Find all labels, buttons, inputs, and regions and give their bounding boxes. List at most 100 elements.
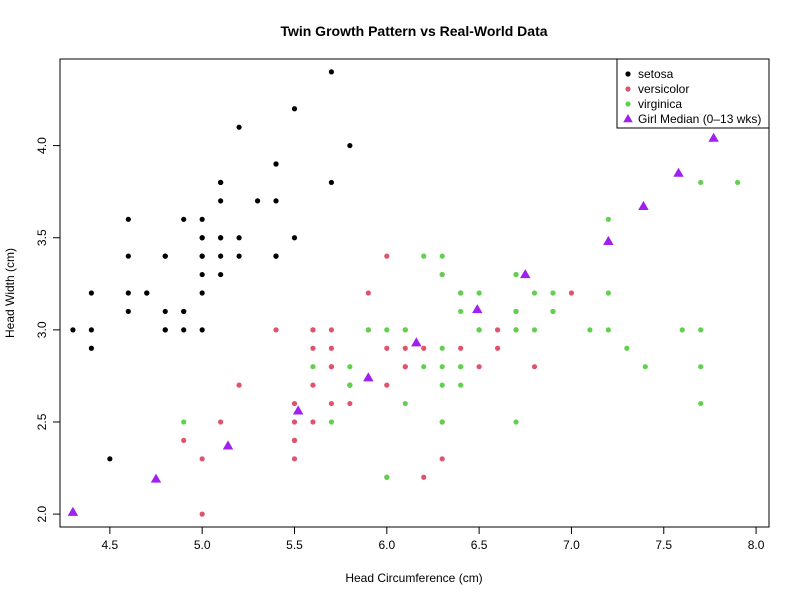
data-point <box>328 400 335 407</box>
data-point <box>291 235 298 241</box>
data-point <box>310 419 316 425</box>
data-point <box>328 364 335 370</box>
data-point <box>384 327 390 333</box>
data-point <box>292 405 304 415</box>
data-point <box>458 364 464 370</box>
data-point <box>363 372 374 382</box>
data-point <box>384 474 390 480</box>
data-point <box>587 327 593 333</box>
data-point <box>642 364 648 370</box>
data-point <box>439 364 445 370</box>
data-point <box>421 345 427 351</box>
data-point <box>199 290 205 296</box>
y-tick-label: 3.0 <box>35 321 49 338</box>
data-point <box>144 290 150 296</box>
data-point <box>199 271 205 278</box>
data-point <box>458 345 464 351</box>
data-point <box>254 198 261 204</box>
data-point <box>605 216 611 222</box>
data-point <box>199 511 205 517</box>
data-point <box>421 474 427 480</box>
data-point <box>439 456 445 462</box>
legend-marker <box>625 101 631 107</box>
data-point <box>162 308 168 315</box>
data-point <box>365 290 371 296</box>
data-point <box>273 253 279 259</box>
data-point <box>698 400 704 407</box>
data-point <box>439 382 445 388</box>
data-point <box>347 382 353 388</box>
data-point <box>476 327 482 333</box>
legend-box <box>616 58 770 129</box>
chart-title: Twin Growth Pattern vs Real-World Data <box>280 23 547 39</box>
data-point <box>181 216 187 222</box>
data-point <box>698 327 704 333</box>
legend-label: virginica <box>638 97 682 111</box>
data-point <box>439 419 445 425</box>
data-point <box>218 179 224 186</box>
data-point <box>513 308 519 315</box>
data-point <box>67 506 79 516</box>
data-point <box>218 253 224 259</box>
data-point <box>125 290 131 296</box>
data-point <box>236 382 242 388</box>
data-point <box>162 253 168 259</box>
data-point <box>125 253 131 259</box>
series-girl-median-0-13-wks <box>67 132 719 516</box>
data-point <box>550 308 556 315</box>
data-point <box>402 400 408 407</box>
data-point <box>70 327 76 333</box>
data-point <box>125 308 131 315</box>
y-tick-label: 4.0 <box>35 137 49 154</box>
data-point <box>328 69 335 75</box>
data-point <box>638 200 649 210</box>
data-point <box>199 216 205 222</box>
data-point <box>291 437 298 444</box>
data-point <box>531 327 538 333</box>
data-point <box>439 345 445 351</box>
x-tick-label: 6.5 <box>471 538 488 552</box>
x-axis-label: Head Circumference (cm) <box>345 571 482 585</box>
data-point <box>531 364 538 370</box>
data-point <box>218 271 224 278</box>
data-point <box>273 327 279 333</box>
x-tick-label: 7.0 <box>563 538 580 552</box>
data-point <box>310 327 316 333</box>
legend-marker <box>625 71 631 77</box>
data-point <box>531 290 538 296</box>
data-point <box>328 179 335 186</box>
y-tick-label: 2.0 <box>35 505 49 522</box>
data-point <box>458 382 464 388</box>
data-point <box>347 364 353 370</box>
legend-marker <box>625 86 631 92</box>
data-point <box>421 364 427 370</box>
x-tick-label: 7.5 <box>655 538 672 552</box>
data-point <box>218 419 224 425</box>
data-point <box>605 290 611 296</box>
data-point <box>347 400 353 407</box>
data-point <box>550 290 556 296</box>
data-point <box>107 456 113 462</box>
data-point <box>402 364 408 370</box>
data-point <box>162 327 168 333</box>
data-point <box>88 290 94 296</box>
data-point <box>218 198 224 204</box>
data-point <box>218 235 224 241</box>
data-point <box>310 364 316 370</box>
data-point <box>411 337 422 347</box>
x-tick-label: 5.5 <box>286 538 303 552</box>
data-point <box>698 364 704 370</box>
data-point <box>88 345 94 351</box>
data-point <box>439 253 445 259</box>
y-tick-label: 3.5 <box>35 229 49 246</box>
data-point <box>605 327 611 333</box>
data-point <box>673 167 684 177</box>
y-axis-label: Head Width (cm) <box>3 248 17 338</box>
data-point <box>291 456 298 462</box>
data-point <box>735 179 741 186</box>
data-point <box>476 290 482 296</box>
data-point <box>698 179 704 186</box>
data-point <box>291 106 298 112</box>
